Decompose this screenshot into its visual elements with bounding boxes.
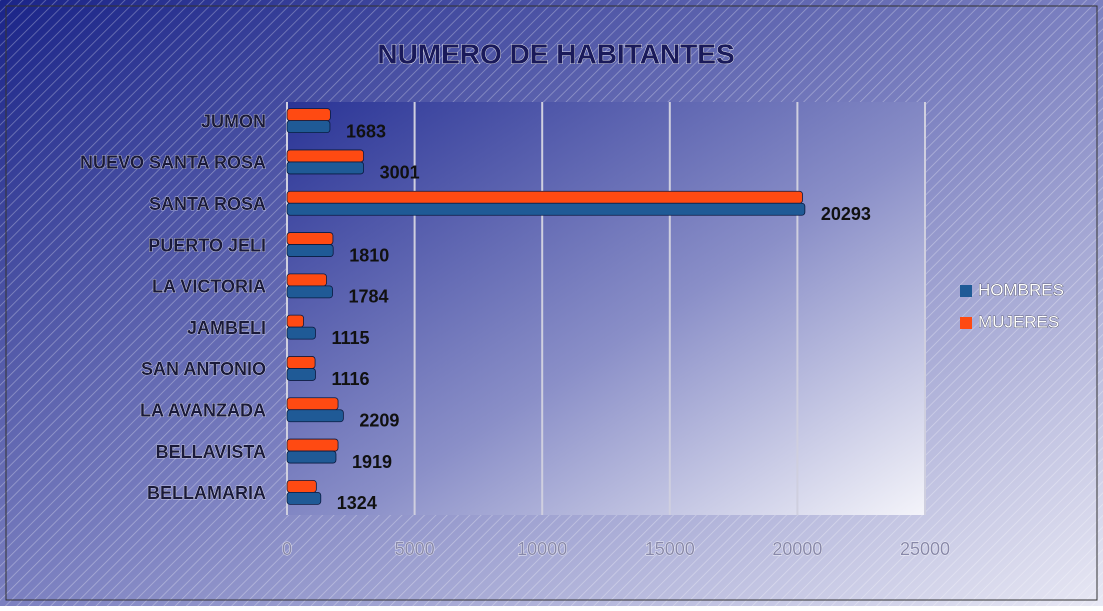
data-label: 20293 [821,204,871,224]
legend-swatch [960,285,972,297]
y-tick-label: JUMON [201,111,266,131]
x-tick-label: 25000 [900,539,950,559]
x-tick-label: 20000 [772,539,822,559]
y-tick-label: LA VICTORIA [152,277,266,297]
y-tick-label: JAMBELI [187,318,266,338]
bar [286,438,339,452]
bar [286,491,322,505]
bar [286,232,334,245]
y-tick-label: PUERTO JELI [148,235,266,255]
frame [5,5,1098,601]
data-label: 1810 [349,245,389,265]
legend-label: HOMBRES [978,280,1064,299]
y-tick-label: SANTA ROSA [149,194,266,214]
y-tick-label: LA AVANZADA [140,401,266,421]
chart-title: NUMERO DE HABITANTES [377,38,734,69]
x-tick-label: 5000 [395,539,435,559]
data-label: 1784 [349,287,389,307]
bar [286,314,304,328]
y-tick-label: BELLAVISTA [156,442,266,462]
x-tick-label: 15000 [645,539,695,559]
plot-area [287,102,925,515]
y-tick-label: SAN ANTONIO [141,359,266,379]
data-label: 1919 [352,452,392,472]
bar [286,397,339,411]
bar [286,190,803,204]
bar [286,120,331,134]
bar [286,479,317,493]
bar [286,149,364,163]
x-tick-label: 10000 [517,539,567,559]
bar [286,356,316,369]
bar [286,326,316,340]
x-tick-label: 0 [282,539,292,559]
bar [286,161,364,175]
bar [286,409,344,423]
bar [286,244,334,257]
data-label: 1115 [331,328,369,348]
y-tick-label: NUEVO SANTA ROSA [80,153,266,173]
bar [286,285,333,299]
data-label: 2209 [359,411,399,431]
bar [286,368,316,381]
legend-label: MUJERES [978,312,1059,331]
data-label: 1116 [331,369,369,389]
legend-swatch [960,317,972,329]
data-label: 3001 [380,163,420,183]
bar [286,202,806,216]
bar [286,273,327,287]
bar [286,450,337,464]
bar [286,108,331,122]
data-label: 1683 [346,121,386,141]
y-tick-label: BELLAMARIA [147,483,266,503]
data-label: 1324 [337,493,377,513]
